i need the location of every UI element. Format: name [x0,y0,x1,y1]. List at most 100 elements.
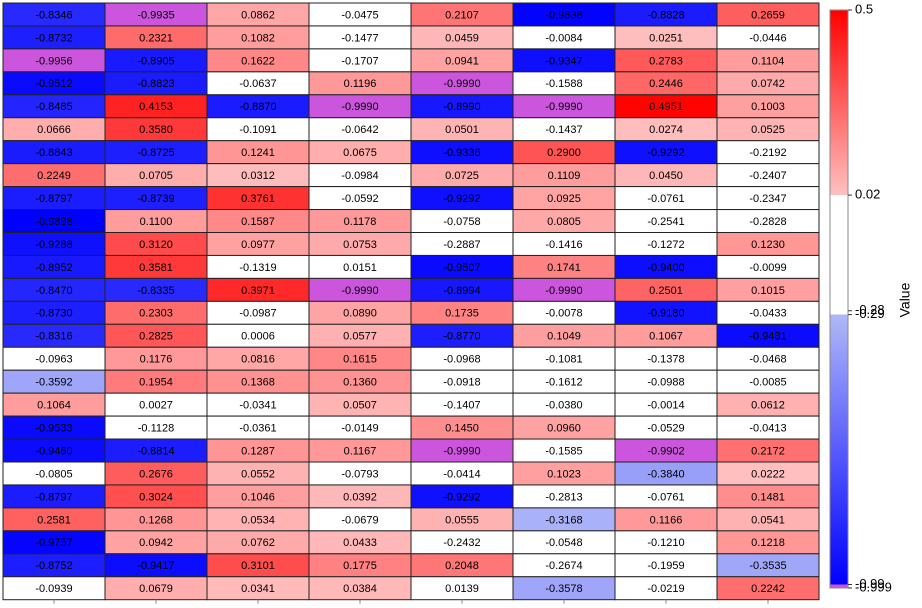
cell-label: -0.0758 [443,216,480,228]
cell-label: 0.1067 [649,331,683,343]
cell-label: 0.1481 [751,491,785,503]
cell-label: -0.2828 [749,216,786,228]
cell-label: -0.0380 [545,400,582,412]
cell-label: -0.1588 [545,78,582,90]
cell-label: -0.3840 [647,468,684,480]
cell-label: -0.8316 [35,331,72,343]
cell-label: 0.2659 [751,9,785,21]
cell-label: -0.9512 [35,78,72,90]
cell-label: -0.2887 [443,239,480,251]
cell-label: -0.8335 [137,285,174,297]
cell-label: -0.9400 [647,262,684,274]
cell-label: 0.0384 [343,583,377,595]
cell-label: -0.1407 [443,400,480,412]
cell-label: 0.1360 [343,377,377,389]
cell-label: 0.0941 [445,55,479,67]
cell-label: 0.1615 [343,354,377,366]
cell-label: 0.2048 [445,560,479,572]
cell-label: -0.9481 [749,331,786,343]
cell-label: -0.0529 [647,422,684,434]
cell-label: 0.0222 [751,468,785,480]
cell-label: 0.3761 [241,193,275,205]
cell-label: 0.0341 [241,583,275,595]
cell-label: 0.0151 [343,262,377,274]
cell-label: -0.9288 [35,239,72,251]
cell-label: 0.0577 [343,331,377,343]
cell-label: 0.1082 [241,32,275,44]
cell-label: -0.8952 [35,262,72,274]
cell-label: 0.1064 [37,400,71,412]
cell-label: -0.8739 [137,193,174,205]
cell-label: 0.1450 [445,422,479,434]
cell-label: -0.0475 [341,9,378,21]
colorbar-tick-label: -0.29 [855,306,885,321]
cell-label: -0.1091 [239,124,276,136]
cell-label: -0.8752 [35,560,72,572]
cell-label: -0.2432 [443,537,480,549]
cell-label: 0.1109 [548,170,581,182]
cell-label: 0.1015 [751,285,785,297]
cell-label: -0.8994 [443,285,480,297]
cell-label: -0.9757 [35,537,72,549]
cell-label: 0.1741 [547,262,581,274]
cell-label: 0.2581 [37,514,71,526]
cell-label: 0.0139 [445,583,479,595]
cell-label: 0.2242 [751,583,785,595]
colorbar-tick-label: -0.99 [855,576,885,591]
cell-label: 0.1167 [344,445,377,457]
cell-label: 0.1003 [751,101,785,113]
cell-label: -0.0637 [239,78,276,90]
cell-label: -0.8730 [35,308,72,320]
cell-label: 0.0312 [241,170,275,182]
cell-label: -0.0984 [341,170,378,182]
cell-label: -0.1437 [545,124,582,136]
cell-label: 0.0552 [241,468,275,480]
cell-label: -0.1477 [341,32,378,44]
cell-label: 0.3024 [139,491,173,503]
cell-label: -0.9990 [341,285,378,297]
cell-label: -0.9898 [35,216,72,228]
cell-label: -0.1319 [239,262,276,274]
cell-label: -0.1959 [647,560,684,572]
cell-label: 0.1046 [241,491,275,503]
cell-label: -0.1585 [545,445,582,457]
cell-label: -0.9990 [341,101,378,113]
cell-label: 0.1735 [445,308,479,320]
cell-label: 0.1622 [241,55,275,67]
cell-label: 0.0251 [649,32,683,44]
colorbar-tick-label: -0.999 [855,579,892,594]
cell-label: 0.1775 [343,560,377,572]
cell-label: -0.9935 [137,9,174,21]
cell-label: -0.0084 [545,32,582,44]
cell-label: -0.9292 [443,491,480,503]
cell-label: -0.9347 [545,55,582,67]
cell-label: -0.8770 [443,331,480,343]
cell-label: 0.3581 [139,262,173,274]
cell-label: 0.3120 [139,239,173,251]
cell-label: 0.1023 [547,468,581,480]
cell-label: 0.0977 [241,239,275,251]
cell-label: -0.1081 [545,354,582,366]
colorbar-label: Value [897,282,913,317]
cell-label: -0.3168 [545,514,582,526]
colorbar-tick-label: -0.28 [855,302,885,317]
cell-label: -0.8797 [35,491,72,503]
cell-label: -0.0592 [341,193,378,205]
cell-label: -0.0078 [545,308,582,320]
cell-label: -0.0414 [443,468,480,480]
cell-label: -0.0805 [35,468,72,480]
cell-label: 0.2321 [139,32,173,44]
cell-label: -0.0548 [545,537,582,549]
cell-label: -0.9990 [545,285,582,297]
cell-label: 0.1196 [344,78,377,90]
cell-label: -0.0987 [239,308,276,320]
cell-label: 0.0925 [547,193,581,205]
cell-label: -0.8814 [137,445,174,457]
cell-label: -0.9533 [35,422,72,434]
cell-label: -0.0099 [749,262,786,274]
cell-label: -0.9460 [35,445,72,457]
cell-label: 0.3101 [241,560,275,572]
cell-label: 0.0534 [241,514,275,526]
cell-label: 0.0459 [445,32,479,44]
